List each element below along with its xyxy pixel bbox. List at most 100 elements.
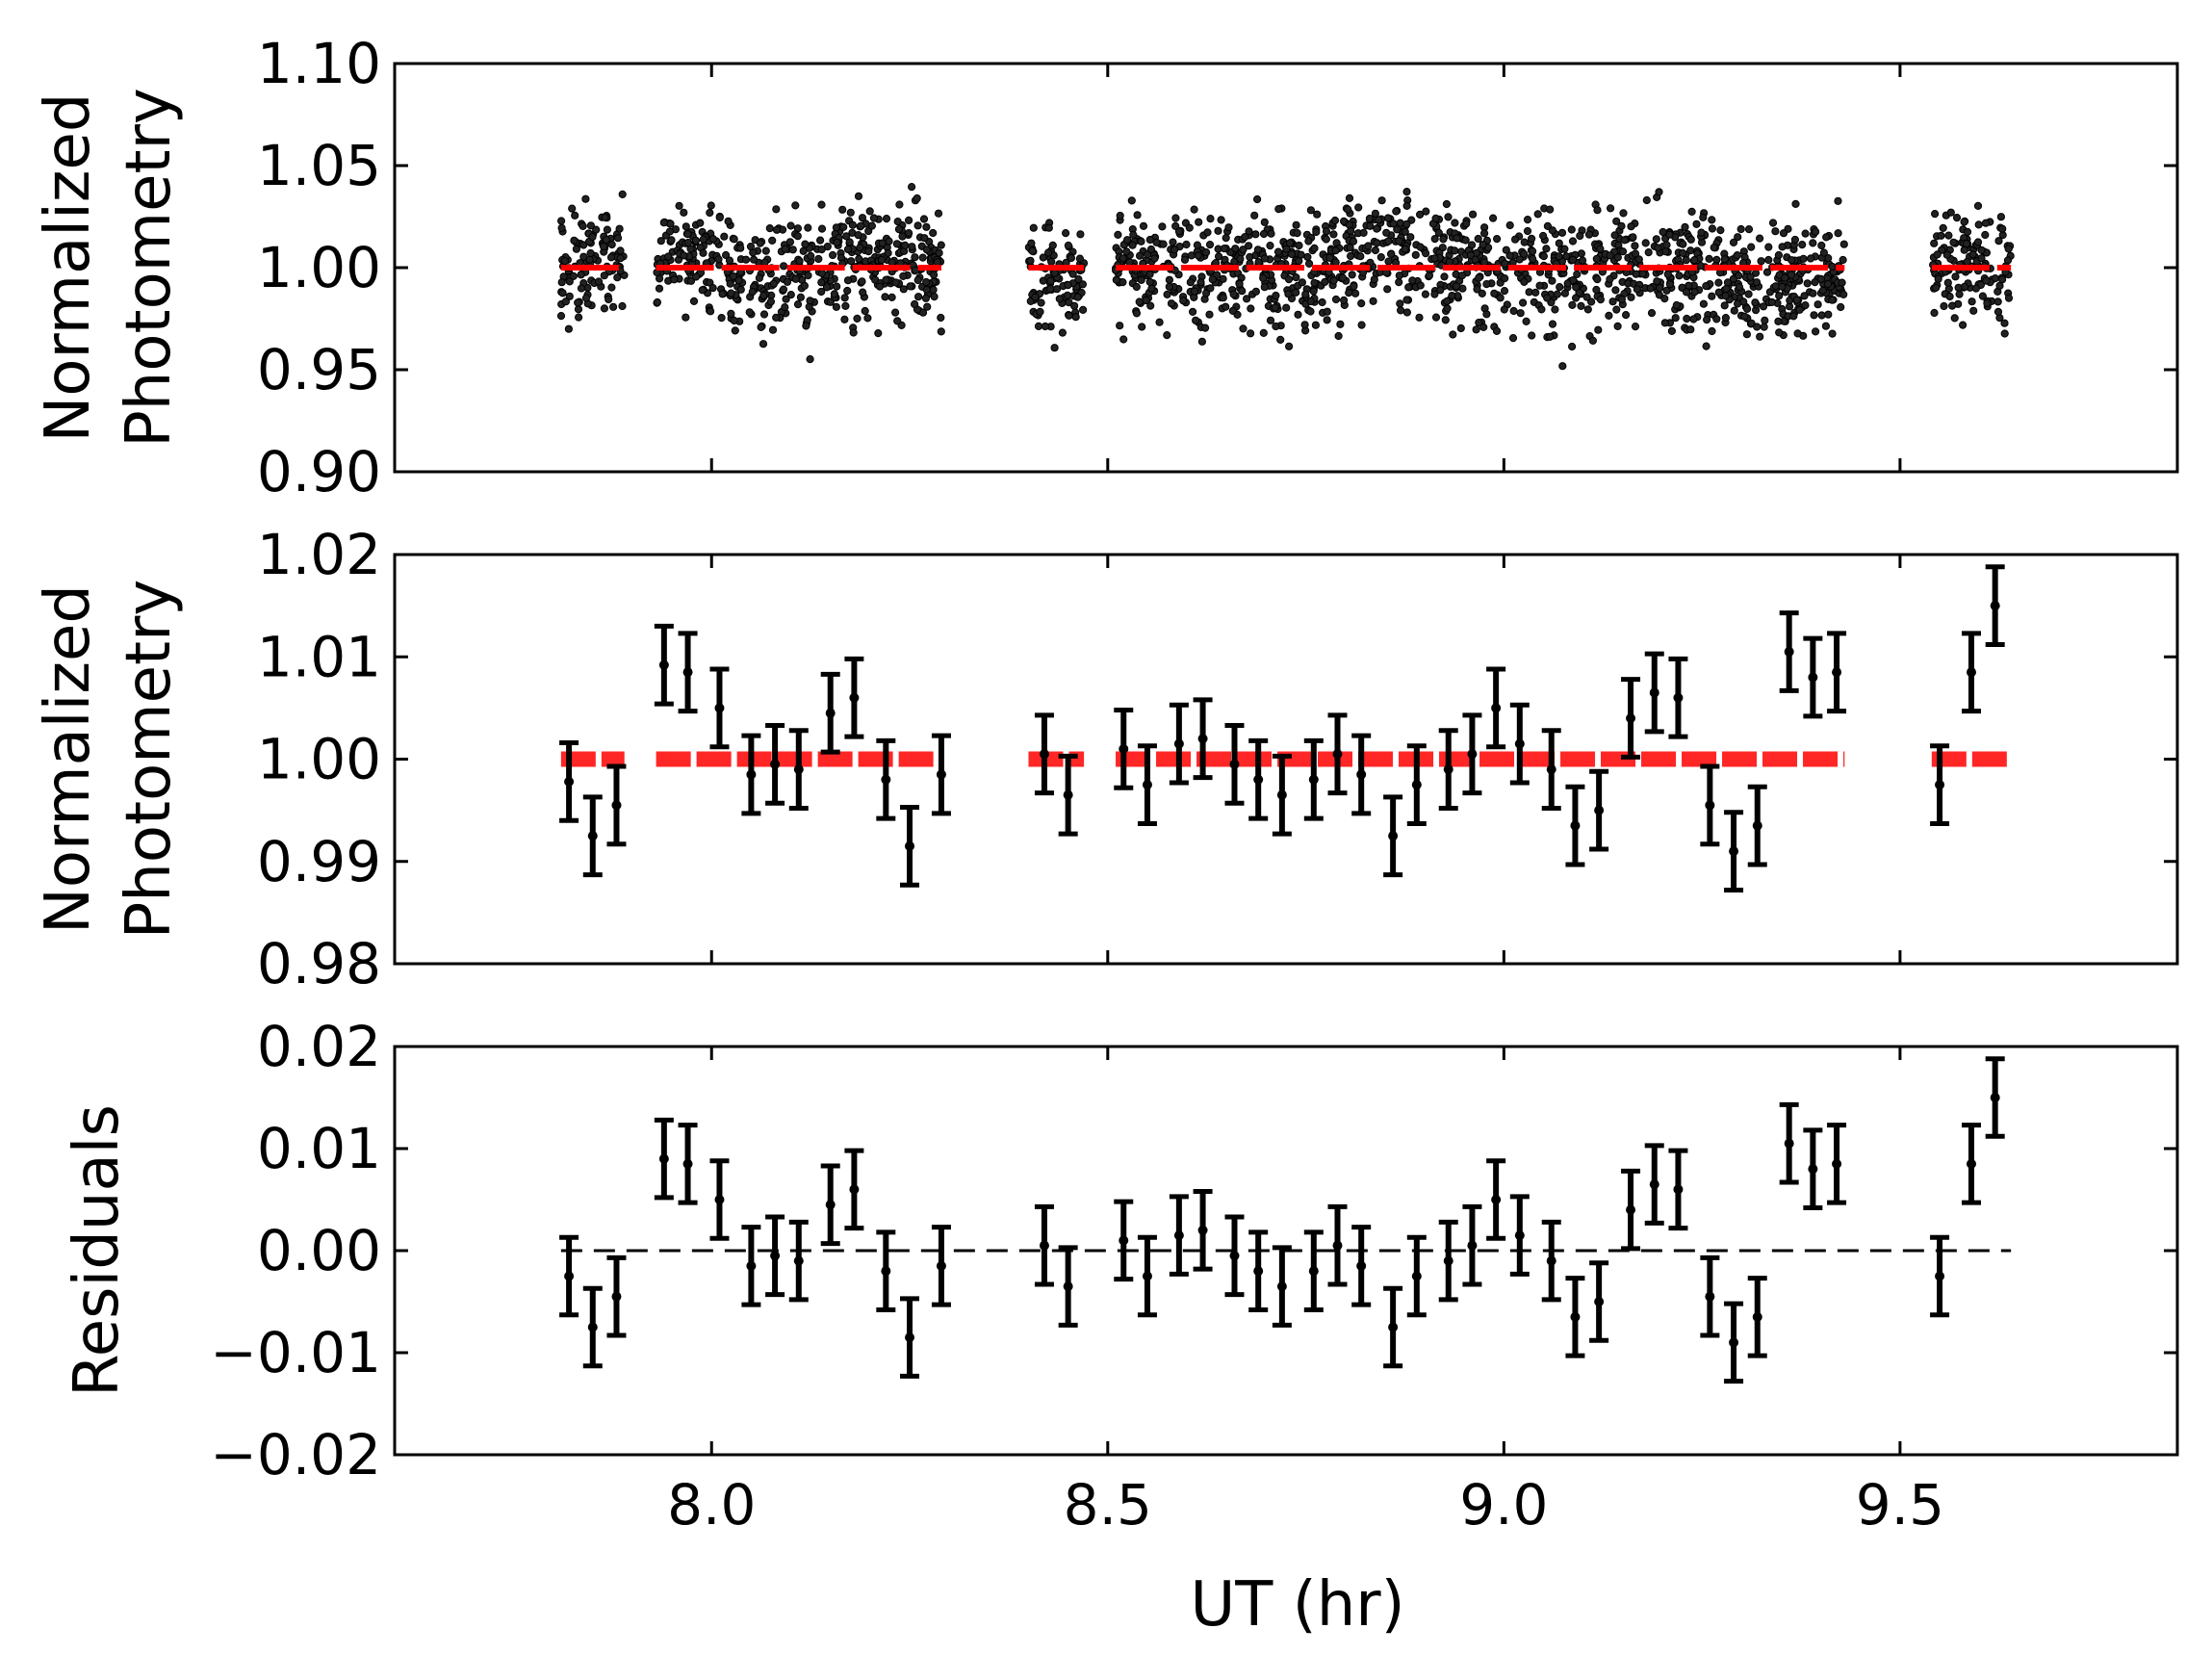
data-point — [1968, 297, 1976, 306]
y-tick-label: 1.10 — [257, 31, 381, 96]
data-point — [817, 200, 826, 209]
y-tick-label: 1.00 — [257, 727, 381, 792]
data-point — [746, 1260, 757, 1271]
data-point — [1457, 272, 1467, 280]
data-point — [1555, 252, 1563, 261]
data-point — [893, 218, 902, 226]
data-point — [833, 238, 841, 246]
data-point — [1998, 224, 2007, 233]
data-point — [1448, 292, 1456, 300]
errorbar — [1248, 737, 1269, 821]
data-point — [847, 257, 856, 266]
data-point — [1063, 291, 1072, 299]
data-point — [600, 304, 609, 313]
data-point — [1500, 287, 1509, 296]
data-point — [1201, 323, 1210, 332]
data-point — [1934, 274, 1942, 283]
data-point — [1112, 275, 1120, 284]
data-point — [1029, 223, 1038, 232]
errorbar — [606, 763, 627, 847]
x-tick-label: 9.0 — [1459, 1472, 1548, 1538]
data-point — [2000, 319, 2009, 327]
data-point — [881, 293, 889, 301]
data-point — [1568, 300, 1577, 309]
data-point — [1539, 231, 1548, 241]
data-point — [1692, 220, 1701, 228]
data-point — [756, 239, 764, 247]
errorbar — [606, 1254, 627, 1338]
data-point — [2000, 329, 2009, 338]
data-point — [1572, 283, 1581, 292]
data-point — [736, 244, 745, 252]
errorbar — [1248, 1229, 1269, 1312]
data-point — [1276, 335, 1285, 344]
data-point — [571, 211, 579, 220]
data-point — [1823, 279, 1833, 289]
errorbar — [1462, 712, 1482, 796]
data-point — [1568, 237, 1578, 246]
data-point — [1962, 240, 1971, 248]
data-point — [1345, 220, 1353, 229]
data-point — [1357, 299, 1366, 308]
data-point — [1771, 227, 1780, 236]
data-point — [1180, 255, 1190, 264]
data-point — [1456, 323, 1465, 333]
data-point — [670, 275, 679, 284]
data-point — [1165, 282, 1173, 291]
data-point — [1721, 292, 1730, 300]
data-point — [1039, 1240, 1049, 1251]
data-point — [1451, 219, 1459, 227]
data-point — [1070, 301, 1079, 310]
data-point — [1653, 277, 1661, 286]
data-point — [1346, 244, 1354, 252]
data-point — [1247, 329, 1255, 338]
data-point — [718, 290, 727, 298]
data-point — [843, 276, 853, 285]
data-point — [1560, 289, 1570, 297]
errorbar — [1621, 1168, 1641, 1252]
errorbar — [1137, 1234, 1157, 1318]
data-point — [691, 236, 701, 245]
data-point — [1573, 270, 1582, 278]
data-point — [1752, 278, 1762, 287]
data-point — [882, 215, 891, 223]
data-point — [1119, 1235, 1129, 1246]
binned-data-points — [559, 564, 2005, 892]
data-point — [791, 274, 800, 283]
data-point — [1822, 233, 1831, 242]
data-point — [1430, 254, 1439, 263]
data-point — [908, 243, 916, 251]
data-point — [1542, 245, 1551, 253]
data-point — [1960, 218, 1968, 226]
data-point — [1618, 247, 1628, 256]
data-point — [1243, 295, 1251, 303]
data-point — [1229, 1251, 1240, 1261]
y-axis-title: Residuals — [62, 1104, 133, 1397]
data-point — [748, 288, 757, 297]
data-point — [1443, 764, 1453, 775]
data-point — [1993, 297, 2002, 306]
data-point — [686, 276, 696, 285]
errorbar — [1137, 743, 1157, 826]
data-point — [1942, 250, 1951, 259]
data-point — [1190, 205, 1198, 214]
x-axis-title: UT (hr) — [1190, 1569, 1404, 1641]
data-point — [806, 297, 814, 305]
data-point — [586, 248, 595, 258]
data-point — [1490, 289, 1499, 297]
y-tick-label: 0.02 — [257, 1014, 381, 1079]
data-point — [1220, 245, 1229, 253]
data-point — [934, 209, 943, 218]
data-point — [1137, 275, 1145, 284]
errorbar — [654, 623, 674, 707]
data-point — [1132, 282, 1141, 292]
data-point — [1214, 226, 1222, 235]
data-point — [1340, 296, 1349, 304]
data-point — [1142, 780, 1152, 790]
data-point — [1253, 246, 1263, 254]
binned-data-points — [559, 1056, 2005, 1384]
data-point — [840, 315, 849, 323]
data-point — [856, 244, 864, 252]
data-point — [937, 327, 945, 336]
data-point — [1334, 331, 1343, 341]
